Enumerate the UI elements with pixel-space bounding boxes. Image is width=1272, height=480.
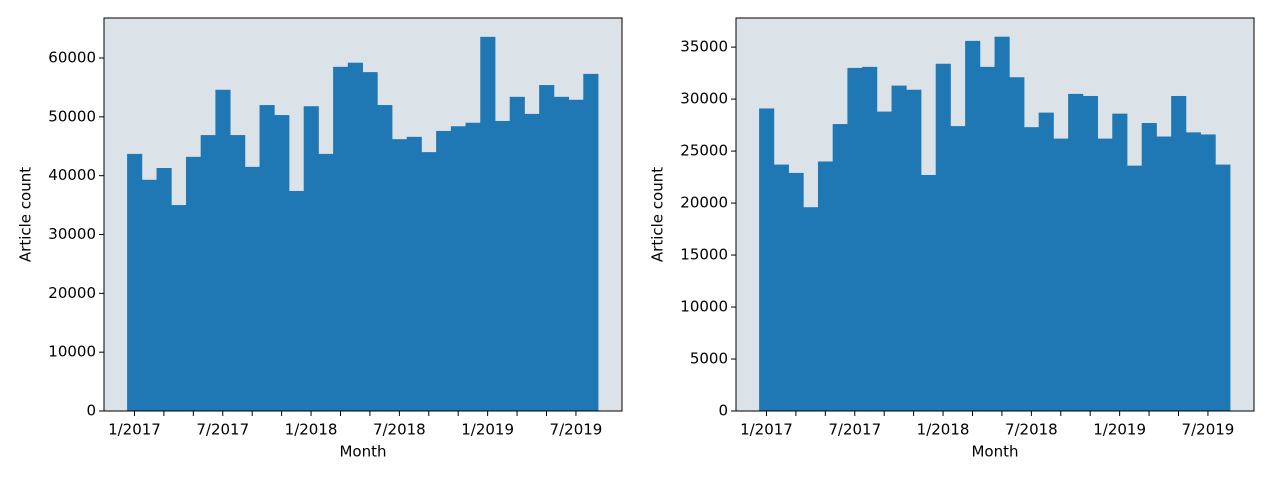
bar [1009,77,1025,411]
x-tick-label: 7/2017 [828,421,881,439]
x-tick-label: 7/2019 [1182,421,1235,439]
bar [1082,95,1098,411]
bar [127,153,143,411]
bar [979,66,995,411]
bar [347,62,363,411]
bar [1112,113,1128,412]
bar [509,96,525,411]
bar [876,111,892,412]
bar [244,166,260,411]
bar [950,126,966,411]
bar [1023,127,1040,412]
bar [994,36,1010,411]
bar [906,89,922,411]
x-tick-label: 1/2018 [285,421,338,439]
bar [803,207,819,411]
bar [1141,123,1157,411]
bar [436,130,452,412]
bar [185,156,202,411]
y-tick-label: 50000 [48,107,96,125]
y-tick-label: 20000 [48,284,96,302]
x-axis-label: Month [971,443,1018,461]
bar [583,73,599,411]
x-tick-label: 7/2018 [373,421,426,439]
bar [817,161,834,411]
bar [141,179,157,411]
x-tick-label: 7/2018 [1005,421,1058,439]
bar [495,120,511,411]
bar [524,113,540,412]
y-tick-label: 30000 [680,90,728,108]
bar [891,85,907,411]
bar [965,40,981,411]
y-axis-label: Article count [17,167,35,262]
x-tick-label: 1/2019 [461,421,514,439]
plot-frame [735,17,1255,412]
x-tick-label: 1/2019 [1093,421,1146,439]
bar [1171,95,1187,411]
y-axis-label: Article count [649,167,667,262]
bar [935,63,951,411]
bar [862,66,878,411]
y-tick-label: 0 [86,402,96,420]
bar [553,96,569,411]
y-tick-label: 10000 [680,298,728,316]
bar [288,190,305,411]
y-tick-label: 40000 [48,166,96,184]
bar [156,168,172,411]
y-tick-label: 5000 [690,350,728,368]
bar [1200,134,1216,411]
bar [230,135,246,411]
y-tick-label: 35000 [680,38,728,56]
bar [1185,132,1201,411]
y-tick-label: 15000 [680,246,728,264]
bar [847,67,863,412]
bar [171,205,187,411]
bar [303,106,319,411]
bar [333,66,349,411]
x-tick-label: 7/2017 [196,421,249,439]
x-tick-label: 1/2018 [917,421,970,439]
bar [1127,165,1143,411]
bar [1097,138,1113,411]
y-tick-label: 20000 [680,194,728,212]
x-tick-label: 1/2017 [108,421,161,439]
bar [200,135,216,411]
bar [1156,136,1172,411]
bar [539,85,555,412]
y-tick-label: 25000 [680,142,728,160]
bar [832,124,848,412]
bar [1053,138,1069,411]
bar [362,72,378,412]
bar [788,172,804,411]
bar [920,174,937,411]
bar [215,89,231,411]
bar [480,36,496,411]
x-tick-label: 7/2019 [550,421,603,439]
bar [568,99,584,411]
bar [391,139,408,411]
plot-frame [103,17,623,412]
bar [1215,164,1231,411]
bar [406,136,422,412]
x-tick-label: 1/2017 [740,421,793,439]
bar [421,152,437,411]
y-tick-label: 10000 [48,343,96,361]
bar [259,105,275,412]
bar [274,115,290,411]
bar [318,153,334,411]
bar [1068,93,1084,412]
bar [759,108,775,411]
bar [465,122,481,411]
x-axis-label: Month [339,443,386,461]
bar [773,164,789,411]
y-tick-label: 0 [718,402,728,420]
bar [377,105,393,412]
bar [450,126,466,411]
bar [1038,112,1054,411]
y-tick-label: 30000 [48,225,96,243]
y-tick-label: 60000 [48,49,96,67]
